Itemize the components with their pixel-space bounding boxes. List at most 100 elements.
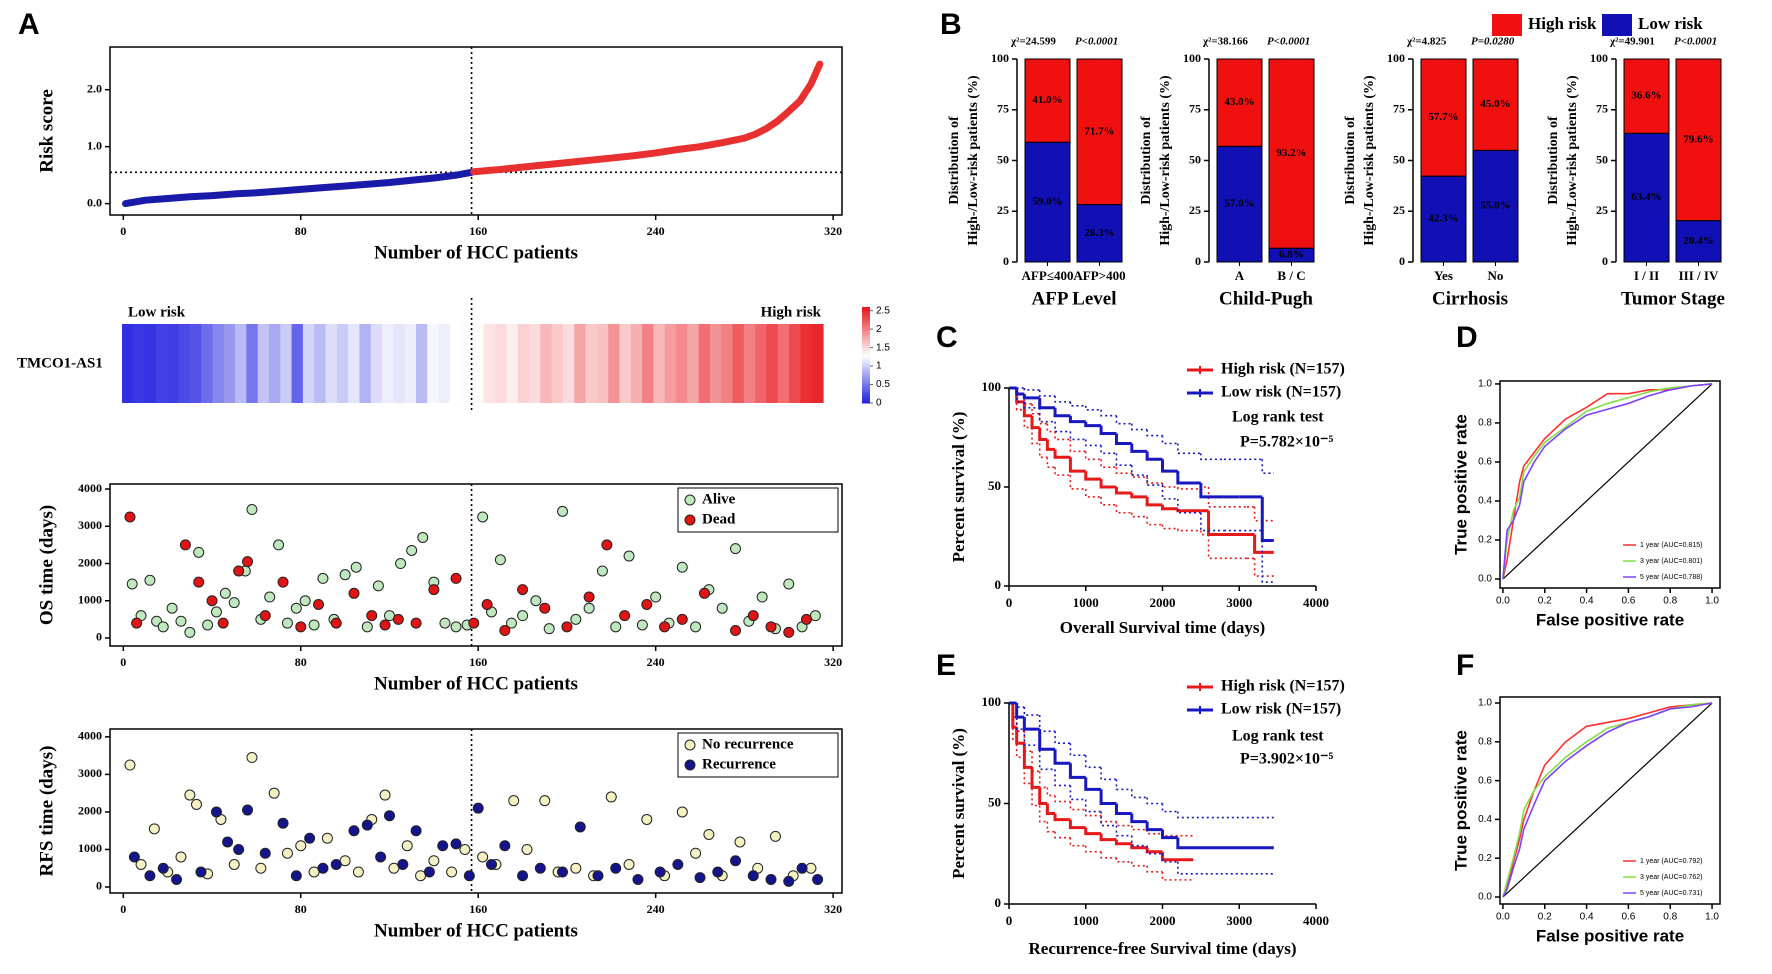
survival-step	[1084, 827, 1102, 836]
scatter-point	[636, 619, 648, 631]
scatter-point	[217, 617, 229, 629]
y-tick-label: 75	[1393, 102, 1405, 116]
bar-segment	[1675, 220, 1722, 263]
chi-square: χ²=38.166	[1202, 36, 1248, 48]
scatter-point	[499, 840, 511, 852]
scatter-point	[446, 866, 458, 878]
scatter-point	[281, 847, 293, 859]
value-label: 57.0%	[1224, 198, 1254, 210]
bar-segment	[1675, 58, 1722, 222]
scatter-point	[468, 617, 480, 629]
y-axis-label: High-/Low-risk patients (%)	[1565, 75, 1580, 246]
survival-step	[1022, 743, 1033, 769]
ci-lower	[1100, 496, 1117, 506]
legend-label: Low risk (N=157)	[1221, 384, 1341, 401]
colorbar-step	[862, 335, 870, 339]
heatmap-cell	[687, 324, 700, 403]
value-label: 59.0%	[1032, 196, 1062, 208]
legend-swatch	[1492, 14, 1522, 36]
ci-lower	[1038, 805, 1048, 823]
heatmap-cell	[212, 324, 225, 403]
x-tick-label: I / II	[1634, 268, 1659, 283]
scatter-point	[290, 870, 302, 882]
ci-lower	[1069, 785, 1086, 801]
colorbar-label: 2	[876, 324, 882, 335]
survival-step	[1145, 496, 1163, 507]
scatter-point	[233, 843, 245, 855]
plot-frame	[109, 483, 843, 647]
bar-segment	[1216, 58, 1263, 147]
p-value: P<0.0001	[1075, 36, 1118, 48]
ci-upper	[1084, 405, 1102, 411]
colorbar-step	[862, 374, 870, 378]
survival-step	[1068, 819, 1086, 830]
y-axis-label: Risk score	[36, 89, 57, 173]
scatter-point	[372, 580, 384, 592]
scatter-point	[623, 858, 635, 870]
scatter-point	[534, 862, 546, 874]
heatmap-cell	[325, 324, 338, 403]
colorbar-step	[862, 367, 870, 370]
scatter-point	[417, 531, 429, 543]
x-tick-label: 320	[824, 224, 842, 238]
p-value: P=0.0280	[1471, 36, 1515, 48]
ci-lower	[1046, 821, 1056, 833]
scatter-point	[184, 789, 196, 801]
survival-step	[1260, 496, 1274, 542]
ci-upper	[1161, 435, 1178, 445]
bar-segment	[1024, 141, 1071, 263]
heatmap-cell	[223, 324, 236, 403]
x-tick-label: 160	[469, 224, 487, 238]
heatmap-cell	[257, 324, 270, 403]
y-tick-label: 0.2	[1478, 535, 1492, 546]
ci-upper	[1146, 477, 1163, 484]
y-axis-label: True positive rate	[1451, 730, 1470, 871]
heatmap-cell	[336, 324, 349, 403]
heatmap-cell	[438, 324, 451, 403]
y-tick-label: 100	[1183, 51, 1201, 65]
y-axis-label: High-/Low-risk patients (%)	[966, 75, 981, 246]
scatter-point	[395, 558, 407, 570]
scatter-point	[210, 606, 222, 618]
x-tick-label: 3000	[1226, 913, 1252, 928]
y-tick-label: 25	[1596, 203, 1608, 217]
scatter-point	[264, 591, 276, 603]
value-label: 41.0%	[1032, 94, 1062, 106]
colorbar-step	[862, 359, 870, 363]
x-tick-label: 0.8	[1663, 596, 1677, 607]
scatter-point	[574, 821, 586, 833]
value-label: 6.8%	[1279, 249, 1304, 261]
x-tick-label: 0	[120, 655, 126, 669]
ci-upper	[1069, 439, 1086, 453]
ci-upper	[1161, 833, 1194, 837]
ci-lower	[1131, 512, 1148, 518]
scatter-point	[246, 752, 258, 764]
colorbar-step	[862, 371, 870, 375]
survival-step	[1053, 749, 1071, 765]
heatmap-cell	[800, 324, 813, 403]
heatmap-cell	[811, 324, 824, 403]
legend-label: 3 year (AUC=0.801)	[1640, 558, 1702, 565]
y-axis-label: Distribution of	[1343, 116, 1358, 205]
group-title: Tumor Stage	[1621, 288, 1725, 309]
ci-upper	[1054, 395, 1071, 403]
x-tick-label: 0.4	[1580, 596, 1594, 607]
heatmap-cell	[122, 324, 134, 403]
y-tick-label: 50	[1393, 152, 1405, 166]
survival-step	[1084, 777, 1102, 791]
scatter-point	[219, 587, 231, 599]
scatter-point	[350, 561, 362, 573]
ci-lower	[1115, 504, 1132, 514]
scatter-point	[596, 565, 608, 577]
ci-lower	[1023, 401, 1040, 409]
scatter-point	[166, 602, 178, 614]
y-tick-label: 100	[982, 694, 1002, 709]
colorbar-step	[862, 381, 870, 385]
survival-step	[1099, 425, 1117, 436]
scatter-point	[193, 576, 205, 588]
survival-step	[1030, 415, 1040, 430]
colorbar-step	[862, 340, 870, 344]
heatmap-cell	[246, 324, 259, 403]
x-tick-label: 0	[1006, 595, 1013, 610]
row-label: TMCO1-AS1	[17, 355, 103, 371]
